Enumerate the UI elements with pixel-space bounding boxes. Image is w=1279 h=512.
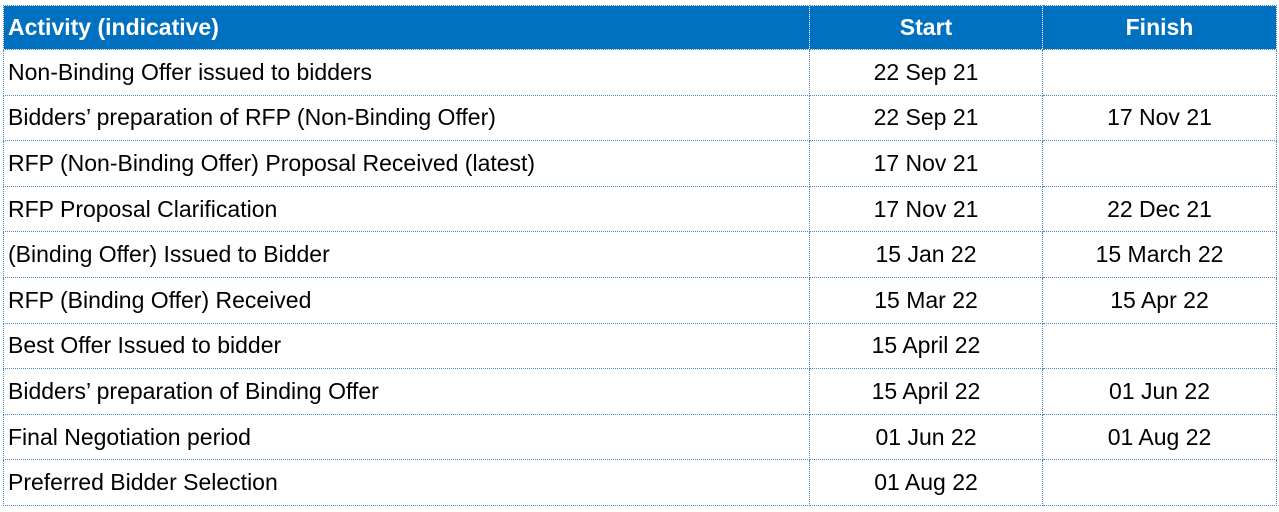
table-row: Preferred Bidder Selection 01 Aug 22 [3,459,1277,506]
table-row: Bidders’ preparation of Binding Offer 15… [3,368,1277,415]
start-cell: 17 Nov 21 [809,185,1043,233]
finish-cell: 01 Aug 22 [1042,413,1277,461]
table-row: RFP Proposal Clarification 17 Nov 21 22 … [3,185,1277,233]
activity-cell: RFP (Non-Binding Offer) Proposal Receive… [3,140,810,187]
table-row: Bidders’ preparation of RFP (Non-Binding… [3,94,1277,142]
schedule-table: Activity (indicative) Start Finish Non-B… [3,5,1277,506]
table-row: Best Offer Issued to bidder 15 April 22 [3,322,1277,370]
start-cell: 22 Sep 21 [809,94,1043,142]
table-row: Final Negotiation period 01 Jun 22 01 Au… [3,413,1277,461]
finish-cell: 15 Apr 22 [1042,276,1277,324]
finish-cell [1042,140,1277,187]
header-activity: Activity (indicative) [3,5,810,50]
finish-cell: 22 Dec 21 [1042,185,1277,233]
finish-cell: 01 Jun 22 [1042,368,1277,415]
start-cell: 17 Nov 21 [809,140,1043,187]
start-cell: 15 Mar 22 [809,276,1043,324]
finish-cell [1042,49,1277,96]
table-row: RFP (Binding Offer) Received 15 Mar 22 1… [3,276,1277,324]
header-start: Start [809,5,1043,50]
start-cell: 01 Aug 22 [809,459,1043,506]
start-cell: 15 April 22 [809,368,1043,415]
start-cell: 01 Jun 22 [809,413,1043,461]
activity-cell: Best Offer Issued to bidder [3,322,810,370]
start-cell: 15 April 22 [809,322,1043,370]
table-row: Non-Binding Offer issued to bidders 22 S… [3,49,1277,96]
activity-cell: RFP (Binding Offer) Received [3,276,810,324]
finish-cell: 15 March 22 [1042,231,1277,278]
table-row: RFP (Non-Binding Offer) Proposal Receive… [3,140,1277,187]
activity-cell: Bidders’ preparation of RFP (Non-Binding… [3,94,810,142]
schedule-table-container: Activity (indicative) Start Finish Non-B… [3,5,1277,506]
finish-cell [1042,322,1277,370]
header-row: Activity (indicative) Start Finish [3,5,1277,50]
activity-cell: Non-Binding Offer issued to bidders [3,49,810,96]
finish-cell: 17 Nov 21 [1042,94,1277,142]
start-cell: 22 Sep 21 [809,49,1043,96]
activity-cell: (Binding Offer) Issued to Bidder [3,231,810,278]
activity-cell: Final Negotiation period [3,413,810,461]
start-cell: 15 Jan 22 [809,231,1043,278]
finish-cell [1042,459,1277,506]
header-finish: Finish [1042,5,1277,50]
activity-cell: RFP Proposal Clarification [3,185,810,233]
activity-cell: Bidders’ preparation of Binding Offer [3,368,810,415]
table-row: (Binding Offer) Issued to Bidder 15 Jan … [3,231,1277,278]
activity-cell: Preferred Bidder Selection [3,459,810,506]
